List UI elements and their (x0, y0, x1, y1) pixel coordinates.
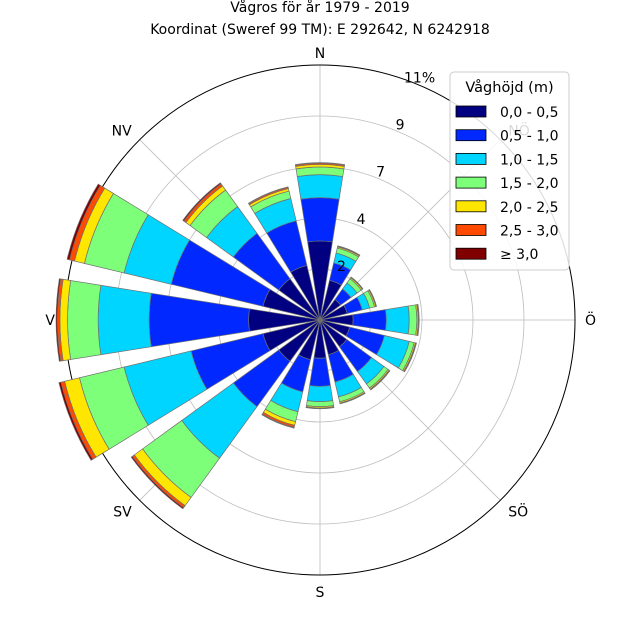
wedge-NÖ-bin-6 (350, 276, 364, 290)
wedge-Ö-bin-6 (417, 304, 420, 336)
legend-swatch-6 (455, 247, 487, 260)
legend-swatch-4 (455, 200, 487, 213)
legend-swatch-3 (455, 176, 487, 189)
radial-tick-label-4: 11% (404, 70, 435, 86)
legend-label-5: 2,5 - 3,0 (500, 224, 558, 240)
wedge-N-bin-6 (294, 162, 346, 166)
legend-frame (449, 71, 570, 271)
direction-label-SÖ: SÖ (508, 502, 528, 520)
radial-tick-label-3: 9 (396, 118, 405, 134)
legend: Våghöjd (m) 0,0 - 0,5 0,5 - 1,0 1,0 - 1,5 1,… (449, 71, 570, 271)
wedge-V-bin-6 (55, 278, 61, 362)
wedge-Ö-bin-2 (385, 305, 410, 335)
wedge-Ö-bin-3 (407, 304, 418, 336)
wedge-NNV-bin-6 (247, 186, 289, 205)
wedge-S-bin-3 (306, 400, 334, 408)
legend-label-2: 1,0 - 1,5 (500, 152, 558, 168)
direction-label-V: V (45, 313, 55, 329)
wedge-VSV-bin-6 (58, 381, 94, 461)
chart-subtitle: Koordinat (Sweref 99 TM): E 292642, N 62… (150, 22, 490, 38)
legend-label-0: 0,0 - 0,5 (500, 105, 558, 121)
radial-tick-label-0: 2 (337, 259, 346, 275)
legend-swatch-0 (455, 105, 487, 118)
radial-tick-label-2: 7 (376, 165, 385, 181)
direction-label-Ö: Ö (585, 311, 596, 329)
wedge-V-bin-3 (67, 280, 102, 360)
legend-label-4: 2,0 - 2,5 (500, 200, 558, 216)
direction-label-N: N (315, 46, 325, 62)
direction-label-S: S (316, 585, 325, 601)
wedge-SSÖ-bin-6 (339, 392, 366, 405)
legend-label-6: ≥ 3,0 (500, 247, 538, 263)
wedge-SÖ-bin-6 (370, 370, 391, 391)
wedge-NV-bin-6 (182, 182, 222, 222)
wedge-ÖSÖ-bin-6 (403, 342, 417, 373)
legend-label-1: 0,5 - 1,0 (500, 129, 558, 145)
direction-label-NV: NV (112, 124, 132, 140)
legend-title: Våghöjd (m) (465, 79, 553, 96)
wedge-N-bin-2 (296, 174, 344, 200)
radial-tick-label-1: 4 (357, 212, 366, 228)
chart-title: Vågros för år 1979 - 2019 (230, 0, 409, 16)
wedge-N-bin-1 (300, 197, 340, 243)
direction-label-SV: SV (113, 504, 132, 520)
wedge-Ö-bin-1 (352, 309, 387, 331)
wedge-S-bin-6 (305, 406, 335, 410)
wedge-S-bin-1 (309, 357, 331, 387)
legend-swatch-2 (455, 152, 487, 165)
wedge-S-bin-2 (306, 385, 334, 402)
legend-swatch-1 (455, 129, 487, 142)
wedge-V-bin-2 (97, 284, 152, 356)
wedge-VNV-bin-6 (66, 183, 101, 261)
wedge-SV-bin-6 (130, 455, 185, 510)
legend-label-3: 1,5 - 2,0 (500, 176, 558, 192)
legend-swatch-5 (455, 224, 487, 236)
wedge-V-bin-1 (148, 292, 250, 348)
wedge-ÖNÖ-bin-6 (368, 289, 377, 307)
wedge-SSV-bin-6 (261, 413, 295, 429)
wedge-NNÖ-bin-6 (337, 245, 361, 256)
